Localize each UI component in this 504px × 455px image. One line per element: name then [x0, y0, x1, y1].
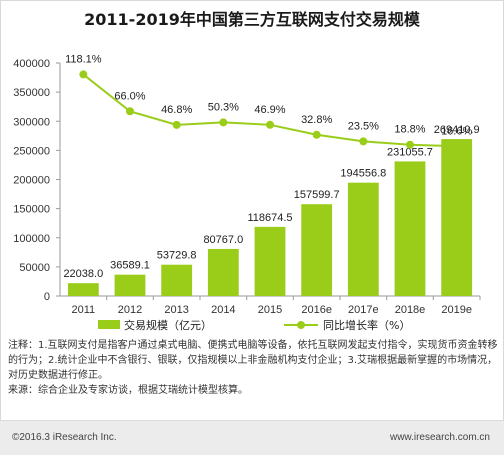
bar-value-label: 157599.7	[294, 189, 340, 201]
bar-value-label: 269410.9	[434, 124, 480, 136]
x-tick-label: 2012	[118, 304, 142, 316]
chart-title: 2011-2019年中国第三方互联网支付交易规模	[84, 10, 420, 29]
growth-value-label: 16.6%	[441, 125, 472, 137]
growth-value-label: 118.1%	[65, 53, 102, 65]
bar	[67, 283, 99, 296]
bar-value-label: 118674.5	[247, 212, 292, 224]
legend-line-label: 同比增长率（%）	[323, 318, 410, 332]
y-tick-label: 300000	[13, 116, 50, 128]
growth-value-label: 46.8%	[161, 104, 192, 116]
bar-value-label: 53729.8	[157, 250, 197, 262]
x-tick-label: 2016e	[301, 304, 332, 316]
y-tick-label: 100000	[13, 233, 50, 245]
legend: 交易规模（亿元） 同比增长率（%）	[98, 318, 410, 332]
chart-svg: 400000 350000 300000 250000 200000 150000 1000…	[13, 53, 481, 332]
growth-value-label: 66.0%	[114, 90, 145, 102]
bar-value-label: 194556.8	[340, 168, 386, 180]
y-tick-label: 50000	[19, 262, 50, 274]
bar	[161, 264, 193, 296]
x-tick-label: 2017e	[348, 304, 379, 316]
x-tick-label: 2011	[72, 304, 96, 316]
bar-value-label: 36589.1	[110, 260, 150, 272]
growth-point	[79, 70, 88, 79]
y-tick-label: 400000	[13, 58, 50, 70]
x-tick-label: 2014	[211, 304, 235, 316]
bar-series: 22038.0 36589.1 53729.8 80767.0 118674.51575…	[63, 124, 480, 296]
x-tick-label: 2018e	[395, 304, 426, 316]
x-tick-label: 2013	[164, 304, 188, 316]
growth-line-series: 118.1% 66.0% 46.8% 50.3% 46.9% 32.8% 23.5% 18.8…	[65, 53, 472, 151]
y-tick-label: 250000	[13, 145, 50, 157]
y-tick-label: 0	[44, 291, 50, 303]
footer-bar: ©2016.3 iResearch Inc. www.iresearch.com…	[0, 420, 504, 455]
source-text: 来源：综合企业及专家访谈，根据艾瑞统计模型核算。	[8, 385, 248, 396]
bar	[254, 226, 286, 296]
growth-point	[312, 130, 321, 139]
growth-value-label: 50.3%	[208, 101, 239, 113]
legend-bar-label: 交易规模（亿元）	[124, 318, 212, 332]
growth-point	[452, 142, 461, 151]
legend-bar-swatch	[98, 320, 120, 329]
growth-value-label: 46.9%	[254, 104, 285, 116]
bar	[394, 161, 426, 296]
y-tick-label: 150000	[13, 204, 50, 216]
bar-value-label: 231055.7	[387, 146, 433, 158]
growth-value-label: 18.8%	[394, 124, 425, 136]
growth-value-label: 32.8%	[301, 114, 332, 126]
y-tick-label: 350000	[13, 87, 50, 99]
notes-text: 注释：1.互联网支付是指客户通过桌式电脑、便携式电脑等设备，依托互联网发起支付指…	[8, 340, 498, 381]
growth-point	[406, 140, 414, 149]
growth-value-label: 23.5%	[348, 120, 379, 132]
growth-point	[172, 120, 181, 129]
x-tick-label: 2019e	[441, 304, 472, 316]
x-tick-label: 2015	[258, 304, 282, 316]
y-tick-label: 200000	[13, 175, 50, 187]
growth-point	[359, 137, 368, 146]
website-link[interactable]: www.iresearch.com.cn	[389, 432, 490, 443]
copyright-text: ©2016.3 iResearch Inc.	[12, 432, 117, 443]
bar	[207, 248, 239, 296]
bar	[301, 204, 333, 296]
growth-point	[219, 118, 228, 127]
notes-block: 注释：1.互联网支付是指客户通过桌式电脑、便携式电脑等设备，依托互联网发起支付指…	[8, 338, 498, 398]
bar	[347, 182, 379, 296]
legend-line-marker	[297, 321, 305, 329]
axes: 400000 350000 300000 250000 200000 150000 1000…	[13, 58, 481, 316]
bar-value-label: 80767.0	[203, 234, 243, 246]
growth-point	[126, 107, 134, 116]
bar	[441, 139, 473, 296]
bar-value-label: 22038.0	[63, 268, 103, 280]
bar	[114, 274, 146, 296]
growth-point	[266, 120, 274, 129]
